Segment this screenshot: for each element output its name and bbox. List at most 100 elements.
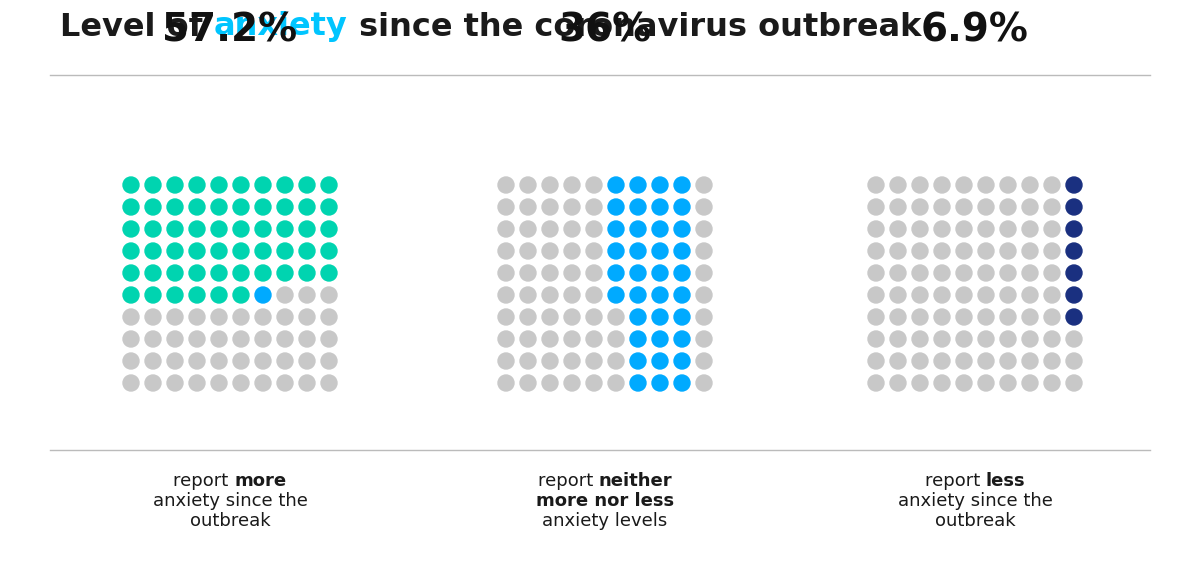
Circle shape — [322, 177, 337, 193]
Circle shape — [1044, 177, 1060, 193]
Circle shape — [652, 331, 668, 347]
Circle shape — [586, 309, 602, 325]
Circle shape — [912, 353, 928, 369]
Circle shape — [912, 265, 928, 281]
Text: since the coronavirus outbreak: since the coronavirus outbreak — [348, 12, 920, 43]
Circle shape — [912, 177, 928, 193]
Circle shape — [1000, 309, 1016, 325]
Circle shape — [564, 331, 580, 347]
Circle shape — [564, 353, 580, 369]
Circle shape — [674, 331, 690, 347]
Circle shape — [498, 177, 514, 193]
Circle shape — [934, 221, 950, 237]
Text: outbreak: outbreak — [190, 512, 270, 530]
Circle shape — [498, 243, 514, 259]
Circle shape — [124, 353, 139, 369]
Circle shape — [978, 265, 994, 281]
Circle shape — [190, 265, 205, 281]
Circle shape — [256, 177, 271, 193]
Circle shape — [1044, 265, 1060, 281]
Circle shape — [1044, 331, 1060, 347]
Circle shape — [190, 199, 205, 215]
Circle shape — [956, 243, 972, 259]
Circle shape — [1022, 221, 1038, 237]
Circle shape — [912, 331, 928, 347]
Circle shape — [630, 353, 646, 369]
Circle shape — [1000, 221, 1016, 237]
Circle shape — [498, 287, 514, 303]
Circle shape — [868, 353, 884, 369]
Circle shape — [934, 199, 950, 215]
Circle shape — [542, 199, 558, 215]
Circle shape — [956, 221, 972, 237]
Circle shape — [652, 375, 668, 391]
Circle shape — [277, 199, 293, 215]
Circle shape — [498, 309, 514, 325]
Circle shape — [233, 375, 250, 391]
Circle shape — [211, 353, 227, 369]
Circle shape — [520, 243, 536, 259]
Circle shape — [299, 287, 314, 303]
Circle shape — [868, 221, 884, 237]
Circle shape — [167, 221, 182, 237]
Circle shape — [630, 375, 646, 391]
Circle shape — [956, 177, 972, 193]
Circle shape — [167, 331, 182, 347]
Circle shape — [167, 199, 182, 215]
Circle shape — [233, 331, 250, 347]
Circle shape — [890, 243, 906, 259]
Text: report: report — [174, 472, 234, 490]
Circle shape — [1022, 265, 1038, 281]
Circle shape — [277, 353, 293, 369]
Text: anxiety levels: anxiety levels — [542, 512, 667, 530]
Circle shape — [564, 375, 580, 391]
Circle shape — [1022, 199, 1038, 215]
Circle shape — [868, 287, 884, 303]
Circle shape — [1066, 265, 1082, 281]
Circle shape — [124, 199, 139, 215]
Circle shape — [674, 353, 690, 369]
Circle shape — [322, 243, 337, 259]
Circle shape — [1066, 353, 1082, 369]
Circle shape — [1022, 353, 1038, 369]
Circle shape — [696, 353, 712, 369]
Circle shape — [124, 331, 139, 347]
Circle shape — [520, 265, 536, 281]
Text: neither: neither — [599, 472, 672, 490]
Circle shape — [652, 199, 668, 215]
Circle shape — [211, 221, 227, 237]
Circle shape — [542, 353, 558, 369]
Circle shape — [167, 375, 182, 391]
Circle shape — [868, 375, 884, 391]
Circle shape — [1066, 287, 1082, 303]
Circle shape — [542, 287, 558, 303]
Circle shape — [256, 287, 271, 303]
Circle shape — [564, 265, 580, 281]
Circle shape — [912, 243, 928, 259]
Circle shape — [520, 375, 536, 391]
Circle shape — [608, 375, 624, 391]
Circle shape — [564, 287, 580, 303]
Circle shape — [167, 265, 182, 281]
Circle shape — [277, 177, 293, 193]
Circle shape — [1022, 375, 1038, 391]
Circle shape — [1000, 353, 1016, 369]
Text: outbreak: outbreak — [935, 512, 1015, 530]
Circle shape — [145, 309, 161, 325]
Circle shape — [652, 309, 668, 325]
Circle shape — [277, 221, 293, 237]
Circle shape — [322, 287, 337, 303]
Circle shape — [564, 221, 580, 237]
Circle shape — [211, 199, 227, 215]
Circle shape — [322, 331, 337, 347]
Circle shape — [630, 177, 646, 193]
Circle shape — [564, 177, 580, 193]
Circle shape — [520, 287, 536, 303]
Circle shape — [978, 375, 994, 391]
Circle shape — [256, 331, 271, 347]
Circle shape — [124, 265, 139, 281]
Circle shape — [520, 221, 536, 237]
Circle shape — [890, 353, 906, 369]
Circle shape — [934, 177, 950, 193]
Circle shape — [912, 287, 928, 303]
